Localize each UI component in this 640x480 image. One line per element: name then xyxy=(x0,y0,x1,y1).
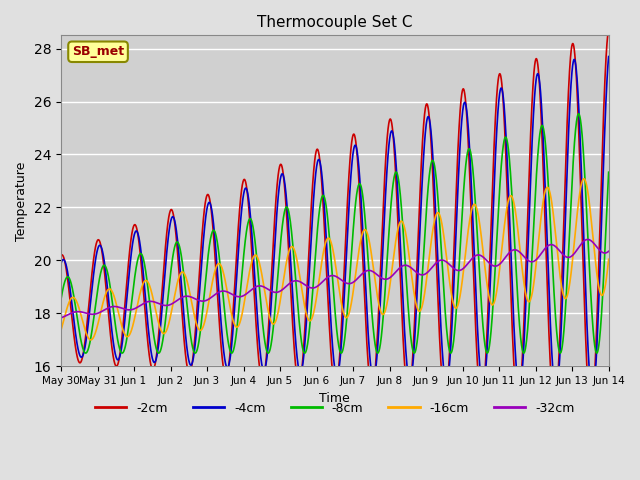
-16cm xyxy=(87,337,95,343)
-8cm xyxy=(575,111,582,117)
-8cm xyxy=(57,296,65,302)
-32cm xyxy=(267,288,275,294)
-2cm xyxy=(605,27,612,33)
-16cm xyxy=(57,327,65,333)
-32cm xyxy=(605,249,612,254)
-8cm xyxy=(605,169,612,175)
-32cm xyxy=(594,245,602,251)
-8cm xyxy=(268,341,275,347)
-32cm xyxy=(120,306,127,312)
-16cm xyxy=(120,329,127,335)
-32cm xyxy=(584,237,591,242)
-2cm xyxy=(152,356,160,362)
Line: -4cm: -4cm xyxy=(61,57,609,394)
Text: SB_met: SB_met xyxy=(72,45,124,58)
-16cm xyxy=(595,281,602,287)
X-axis label: Time: Time xyxy=(319,392,350,405)
-2cm xyxy=(291,353,299,359)
-8cm xyxy=(82,350,90,356)
-4cm xyxy=(605,54,612,60)
Line: -16cm: -16cm xyxy=(61,179,609,340)
Y-axis label: Temperature: Temperature xyxy=(15,161,28,240)
Line: -2cm: -2cm xyxy=(61,30,609,411)
Title: Thermocouple Set C: Thermocouple Set C xyxy=(257,15,413,30)
-8cm xyxy=(595,347,602,352)
Line: -8cm: -8cm xyxy=(61,114,609,353)
-32cm xyxy=(57,315,65,321)
-16cm xyxy=(268,319,275,324)
-32cm xyxy=(535,254,543,260)
-16cm xyxy=(291,249,299,254)
Legend: -2cm, -4cm, -8cm, -16cm, -32cm: -2cm, -4cm, -8cm, -16cm, -32cm xyxy=(90,396,580,420)
-4cm xyxy=(152,357,160,363)
-2cm xyxy=(594,285,602,290)
-4cm xyxy=(535,74,543,80)
-16cm xyxy=(535,233,543,239)
-16cm xyxy=(580,176,588,181)
-8cm xyxy=(535,138,543,144)
-2cm xyxy=(587,408,595,414)
-2cm xyxy=(267,281,275,287)
-8cm xyxy=(152,345,160,351)
-2cm xyxy=(57,252,65,258)
-4cm xyxy=(589,391,596,397)
-8cm xyxy=(291,267,299,273)
-8cm xyxy=(120,348,127,354)
-4cm xyxy=(291,326,299,332)
Line: -32cm: -32cm xyxy=(61,240,609,318)
-2cm xyxy=(120,319,127,324)
-4cm xyxy=(57,261,65,266)
-16cm xyxy=(152,310,160,315)
-32cm xyxy=(291,278,299,284)
-16cm xyxy=(605,256,612,262)
-4cm xyxy=(594,317,602,323)
-2cm xyxy=(535,73,543,79)
-32cm xyxy=(152,300,160,305)
-4cm xyxy=(120,330,127,336)
-4cm xyxy=(267,304,275,310)
